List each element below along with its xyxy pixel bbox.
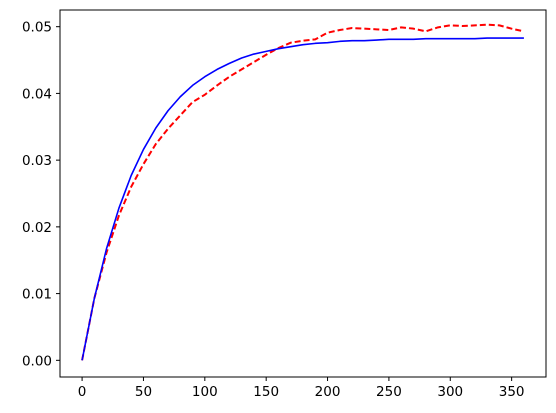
- plot-area: [59, 9, 547, 378]
- y-tick-label: 0.00: [22, 353, 52, 369]
- dashed-red-series-line: [81, 23, 525, 361]
- x-tick-label: 250: [376, 384, 402, 400]
- x-tick-label: 150: [253, 384, 279, 400]
- y-tick-label: 0.03: [22, 153, 52, 169]
- y-tick-label: 0.01: [22, 287, 52, 303]
- x-tick-label: 200: [315, 384, 341, 400]
- y-tick-label: 0.04: [22, 86, 52, 102]
- x-tick-label: 50: [135, 384, 152, 400]
- x-tick-label: 350: [499, 384, 525, 400]
- x-tick-label: 300: [437, 384, 463, 400]
- x-axis: 0 50 100 150 200 250 300 350: [78, 377, 525, 400]
- y-axis: 0.00 0.01 0.02 0.03 0.04 0.05: [22, 20, 60, 369]
- x-tick-label: 0: [78, 384, 87, 400]
- x-tick-label: 100: [192, 384, 218, 400]
- y-tick-label: 0.05: [22, 20, 52, 36]
- series-layer: [81, 23, 525, 361]
- solid-blue-series-line: [81, 37, 524, 361]
- y-tick-label: 0.02: [22, 220, 52, 236]
